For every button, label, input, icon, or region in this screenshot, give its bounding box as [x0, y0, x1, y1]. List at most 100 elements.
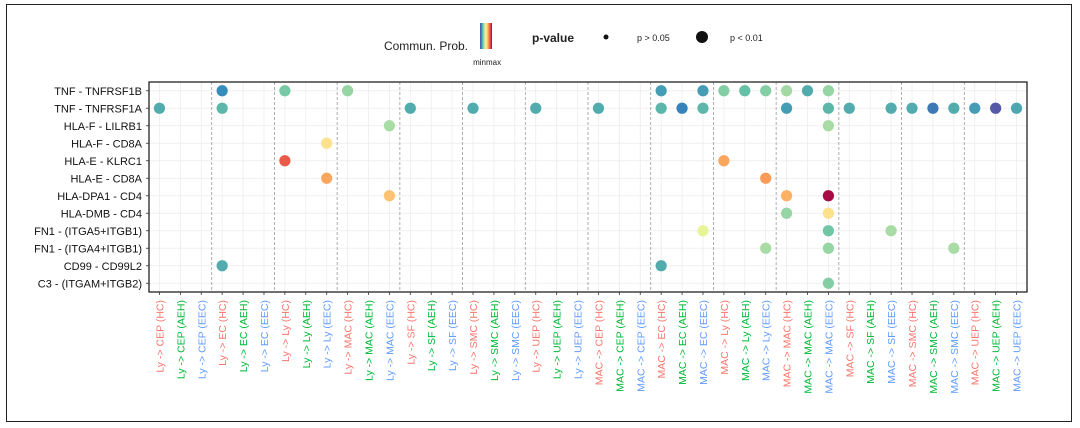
data-point: [780, 85, 793, 97]
x-tick-label: MAC -> Ly (EEC): [761, 300, 773, 381]
x-tick-label: Ly -> MAC (EEC): [384, 300, 396, 381]
x-tick-label: Ly -> CEP (HC): [154, 300, 166, 373]
x-tick-label: MAC -> UEP (HC): [970, 300, 982, 385]
x-tick-label: Ly -> SF (AEH): [426, 300, 438, 371]
size-legend-large-dot: [696, 31, 708, 43]
data-point: [718, 85, 730, 97]
data-point: [718, 155, 730, 167]
y-tick-label: C3 - (ITGAM+ITGB2): [38, 278, 142, 290]
data-point: [655, 102, 667, 114]
x-tick-label: MAC -> CEP (EEC): [635, 300, 647, 392]
data-point: [341, 85, 354, 97]
x-tick-label: MAC -> CEP (HC): [593, 300, 605, 385]
data-point: [948, 102, 960, 114]
x-tick-label: MAC -> SF (HC): [844, 300, 856, 377]
data-point: [383, 120, 396, 132]
legend: Commun. Prob. min max p-value p > 0.05 p…: [384, 23, 763, 67]
x-tick-label: MAC -> SMC (AEH): [928, 300, 940, 394]
x-tick-label: Ly -> Ly (AEH): [301, 300, 313, 368]
x-tick-label: Ly -> SMC (AEH): [489, 300, 501, 381]
y-tick-label: HLA-E - CD8A: [70, 173, 142, 185]
data-point: [279, 155, 291, 167]
data-point: [780, 102, 793, 114]
color-bar: [480, 23, 492, 49]
x-tick-label: Ly -> MAC (AEH): [364, 300, 376, 381]
data-point: [760, 242, 772, 254]
y-tick-label: TNF - TNFRSF1B: [54, 86, 142, 98]
x-tick-label: MAC -> Ly (AEH): [740, 300, 752, 381]
data-point: [843, 102, 855, 114]
y-tick-label: HLA-DPA1 - CD4: [57, 191, 142, 203]
data-point: [321, 137, 333, 149]
x-tick-label: Ly -> SMC (EEC): [510, 300, 522, 381]
data-point: [1010, 102, 1023, 114]
size-legend-title: p-value: [532, 31, 574, 45]
data-point: [822, 120, 835, 132]
data-point: [822, 277, 835, 289]
data-point: [780, 190, 793, 202]
data-point: [216, 85, 228, 97]
x-tick-label: MAC -> MAC (HC): [782, 300, 794, 387]
x-tick-label: MAC -> SF (AEH): [865, 300, 877, 384]
data-point: [906, 102, 918, 114]
x-tick-label: Ly -> UEP (HC): [531, 300, 543, 373]
data-point: [822, 225, 835, 237]
size-legend-small-label: p > 0.05: [637, 33, 670, 43]
data-point: [822, 102, 835, 114]
data-point: [822, 242, 835, 254]
y-tick-label: FN1 - (ITGA5+ITGB1): [34, 226, 142, 238]
data-point: [739, 85, 751, 97]
color-legend-title: Commun. Prob.: [384, 39, 468, 53]
data-point: [697, 85, 709, 97]
data-point: [655, 260, 667, 272]
x-tick-label: Ly -> EC (EEC): [259, 300, 271, 372]
data-point: [279, 85, 291, 97]
y-tick-label: TNF - TNFRSF1A: [54, 103, 142, 115]
x-tick-label: Ly -> Ly (EEC): [322, 300, 334, 368]
x-tick-label: Ly -> SF (EEC): [447, 300, 459, 371]
data-point: [822, 207, 835, 219]
x-tick-label: MAC -> UEP (AEH): [991, 300, 1003, 392]
y-tick-label: FN1 - (ITGA4+ITGB1): [34, 243, 142, 255]
data-point: [760, 85, 772, 97]
data-point: [592, 102, 605, 114]
data-point: [697, 225, 709, 237]
data-point: [927, 102, 939, 114]
x-tick-label: MAC -> SMC (HC): [907, 300, 919, 387]
x-tick-label: Ly -> UEP (AEH): [552, 300, 564, 379]
x-tick-label: MAC -> EC (EEC): [698, 300, 710, 385]
data-point: [990, 102, 1002, 114]
x-tick-label: Ly -> UEP (EEC): [573, 300, 585, 379]
y-tick-label: HLA-E - KLRC1: [64, 156, 142, 168]
data-point: [948, 242, 960, 254]
panel-border: [148, 81, 1028, 293]
color-legend-min-label: min: [473, 58, 486, 67]
data-point: [822, 190, 835, 202]
x-tick-label: Ly -> SMC (HC): [468, 300, 480, 375]
data-point: [530, 102, 542, 114]
data-point: [655, 85, 667, 97]
y-tick-label: HLA-F - LILRB1: [64, 121, 142, 133]
plot-panel: TNF - TNFRSF1B TNF - TNFRSF1A HLA-F - LILR…: [34, 81, 1028, 394]
x-tick-label: Ly -> CEP (AEH): [175, 300, 187, 379]
data-point: [822, 85, 835, 97]
x-tick-label: MAC -> UEP (EEC): [1012, 300, 1024, 392]
x-tick-label: MAC -> EC (AEH): [677, 300, 689, 385]
data-point: [780, 207, 793, 219]
x-tick-label: Ly -> EC (HC): [217, 300, 229, 366]
size-legend-small-dot: [603, 34, 609, 40]
x-tick-label: Ly -> CEP (EEC): [196, 300, 208, 379]
x-tick-label: MAC -> MAC (AEH): [803, 300, 815, 394]
data-point: [801, 85, 814, 97]
color-legend-max-label: max: [486, 58, 501, 67]
x-tick-label: MAC -> CEP (AEH): [614, 300, 626, 392]
data-point: [467, 102, 479, 114]
data-point: [216, 260, 228, 272]
x-tick-label: Ly -> MAC (HC): [343, 300, 355, 375]
x-tick-label: MAC -> MAC (EEC): [823, 300, 835, 394]
x-tick-label: Ly -> Ly (HC): [280, 300, 292, 362]
data-point: [760, 172, 772, 184]
data-point: [321, 172, 333, 184]
x-tick-label: MAC -> EC (HC): [656, 300, 668, 378]
